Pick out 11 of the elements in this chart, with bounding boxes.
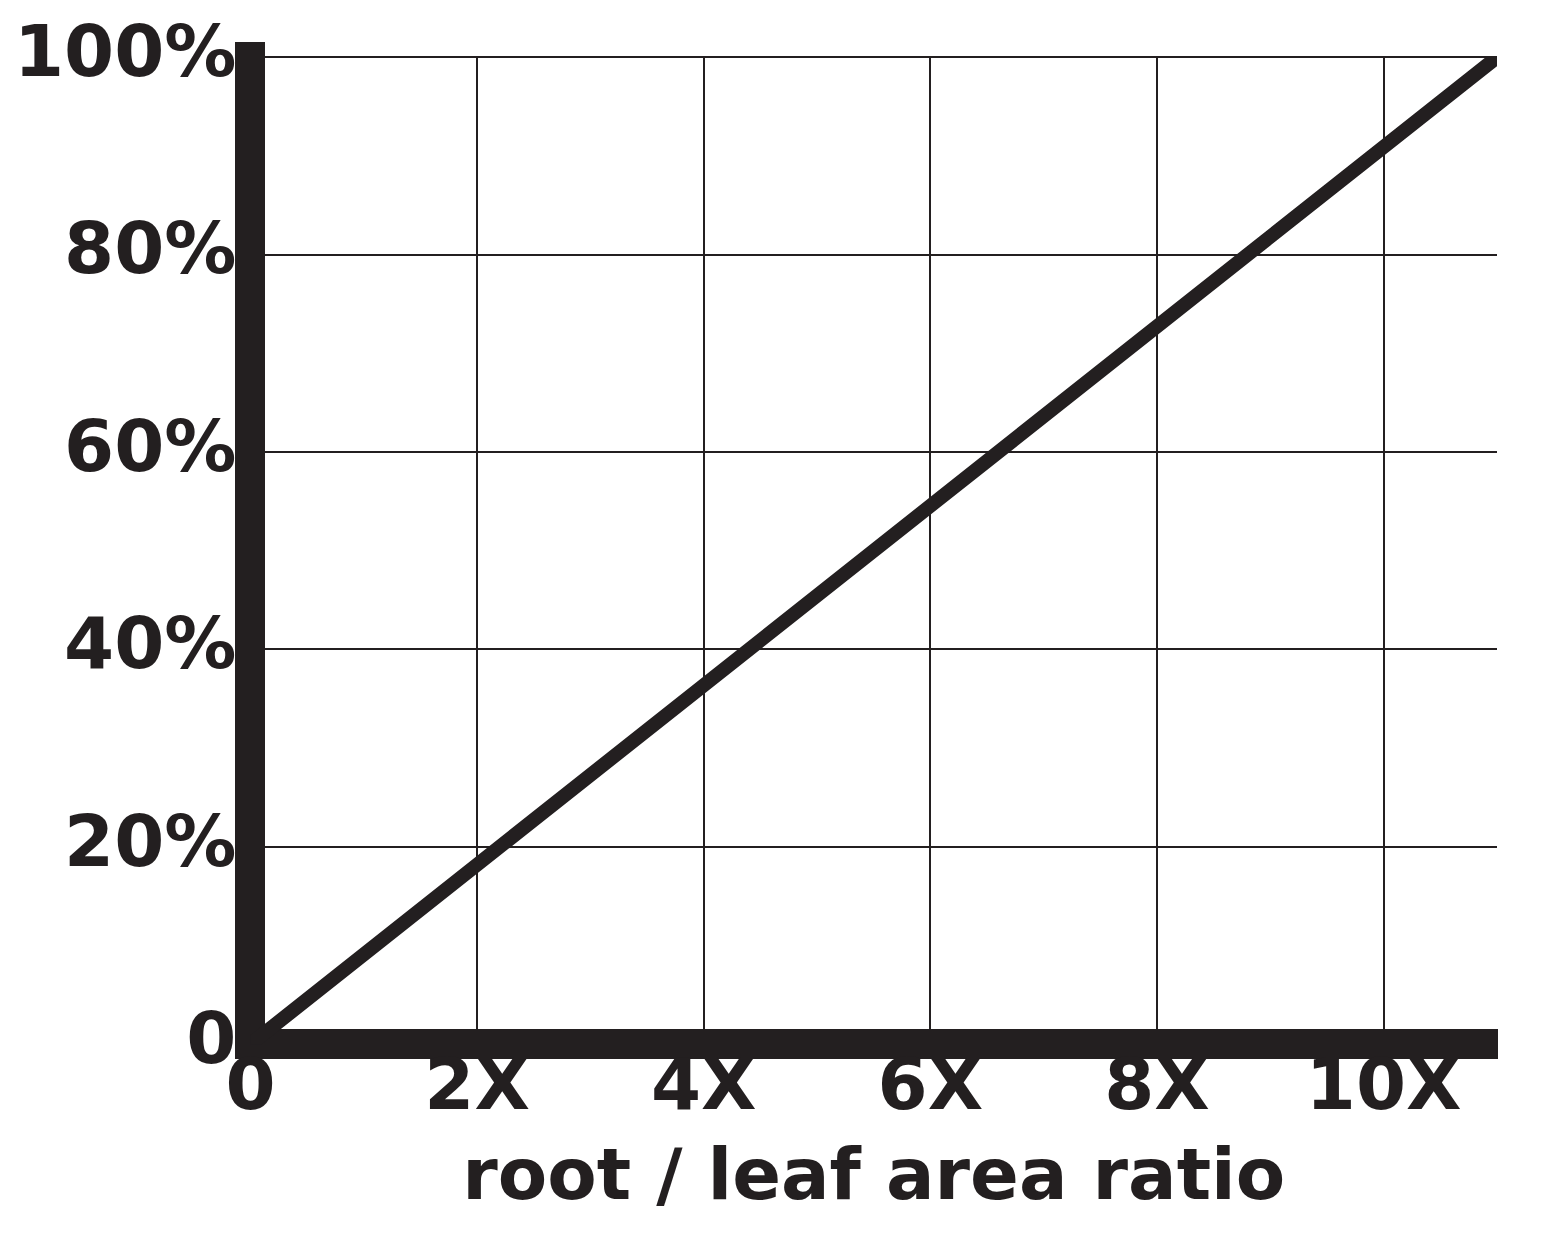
y-tick-label: 80% bbox=[64, 206, 237, 291]
y-tick-label: 20% bbox=[64, 798, 237, 883]
x-axis-title: root / leaf area ratio bbox=[462, 1131, 1286, 1216]
y-tick-label: 60% bbox=[64, 403, 237, 488]
y-tick-label: 40% bbox=[64, 601, 237, 686]
x-tick-label: 4X bbox=[650, 1042, 757, 1127]
x-tick-label: 2X bbox=[424, 1042, 530, 1127]
x-tick-label: 10X bbox=[1305, 1042, 1462, 1127]
y-tick-label: 100% bbox=[14, 8, 237, 93]
x-tick-label: 8X bbox=[1104, 1042, 1210, 1127]
x-tick-label: 6X bbox=[877, 1042, 984, 1127]
